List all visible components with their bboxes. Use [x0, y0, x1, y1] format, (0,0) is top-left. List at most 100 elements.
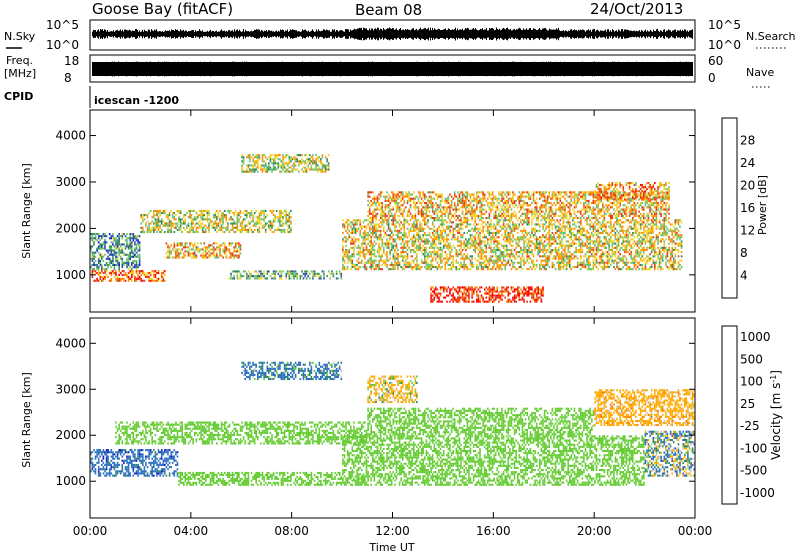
echo-cell — [619, 259, 621, 262]
trace-bar — [178, 61, 179, 77]
echo-cell — [356, 253, 358, 256]
echo-cell — [457, 238, 459, 241]
echo-cell — [616, 263, 618, 266]
echo-cell — [534, 263, 536, 266]
echo-cell — [586, 223, 588, 226]
echo-cell — [271, 209, 273, 212]
echo-cell — [584, 255, 587, 258]
trace-bar — [616, 30, 617, 38]
echo-cell — [402, 238, 404, 241]
echo-cell — [479, 219, 481, 222]
echo-cell — [268, 220, 270, 223]
echo-cell — [499, 268, 502, 271]
echo-cell — [357, 251, 360, 254]
echo-cell — [149, 222, 152, 225]
echo-cell — [534, 244, 536, 247]
echo-cell — [179, 209, 182, 212]
echo-cell — [413, 234, 415, 237]
echo-cell — [565, 225, 568, 228]
echo-cell — [444, 257, 447, 260]
echo-cell — [532, 255, 535, 258]
echo-cell — [372, 227, 374, 230]
echo-cell — [389, 242, 391, 245]
echo-cell — [225, 218, 228, 221]
echo-cell — [557, 249, 560, 252]
echo-cell — [383, 221, 385, 224]
echo-cell — [520, 238, 522, 241]
echo-cell — [113, 249, 116, 252]
trace-bar — [512, 30, 513, 38]
trace-bar — [586, 62, 587, 76]
echo-cell — [279, 170, 281, 173]
echo-cell — [302, 170, 305, 173]
echo-cell — [461, 242, 464, 245]
trace-bar — [557, 29, 558, 39]
echo-cell — [94, 239, 97, 242]
station-title: Goose Bay (fitACF) — [92, 0, 233, 18]
echo-cell — [183, 246, 185, 249]
echo-cell — [296, 160, 298, 163]
echo-cell — [241, 226, 243, 229]
echo-cell — [608, 234, 610, 237]
echo-cell — [345, 238, 347, 241]
echo-cell — [535, 238, 538, 241]
trace-bar — [258, 62, 259, 76]
echo-cell — [239, 212, 242, 215]
echo-cell — [340, 275, 343, 278]
trace-bar — [180, 62, 181, 76]
echo-cell — [550, 249, 552, 252]
echo-cell — [504, 229, 506, 232]
echo-cell — [131, 268, 133, 271]
echo-cell — [375, 231, 377, 234]
echo-cell — [280, 164, 283, 167]
echo-cell — [305, 154, 308, 157]
echo-cell — [449, 253, 451, 256]
echo-cell — [146, 231, 149, 234]
echo-cell — [170, 231, 172, 234]
echo-cell — [550, 221, 552, 224]
echo-cell — [526, 221, 528, 224]
echo-cell — [595, 261, 598, 264]
echo-cell — [442, 246, 445, 249]
echo-cell — [442, 240, 445, 243]
echo-cell — [186, 226, 188, 229]
echo-cell — [271, 222, 273, 225]
echo-cell — [411, 236, 413, 239]
echo-cell — [540, 259, 543, 262]
echo-cell — [550, 242, 552, 245]
trace-bar — [410, 30, 411, 38]
echo-cell — [479, 251, 481, 254]
echo-cell — [350, 242, 352, 245]
echo-cell — [353, 246, 355, 249]
echo-cell — [493, 225, 495, 228]
echo-cell — [487, 227, 489, 230]
echo-cell — [513, 255, 516, 258]
echo-cell — [162, 277, 165, 280]
trace-bar — [226, 30, 227, 38]
echo-cell — [164, 231, 166, 234]
echo-cell — [171, 216, 174, 219]
echo-cell — [422, 229, 424, 232]
trace-bar — [188, 31, 189, 37]
echo-cell — [501, 225, 503, 228]
echo-cell — [115, 273, 117, 276]
echo-cell — [291, 272, 294, 275]
echo-cell — [483, 263, 486, 266]
trace-bar — [623, 31, 624, 37]
echo-cell — [476, 263, 478, 266]
echo-cell — [280, 272, 283, 275]
trace-bar — [491, 28, 492, 40]
trace-bar — [541, 29, 542, 39]
echo-cell — [518, 261, 521, 264]
echo-cell — [264, 162, 267, 165]
echo-cell — [354, 229, 357, 232]
echo-cell — [365, 234, 368, 237]
echo-cell — [458, 223, 461, 226]
trace-bar — [134, 31, 135, 37]
trace-bar — [332, 29, 333, 39]
echo-cell — [449, 255, 451, 258]
echo-cell — [102, 275, 105, 278]
echo-cell — [392, 223, 395, 226]
echo-cell — [271, 168, 273, 171]
echo-cell — [119, 279, 122, 282]
